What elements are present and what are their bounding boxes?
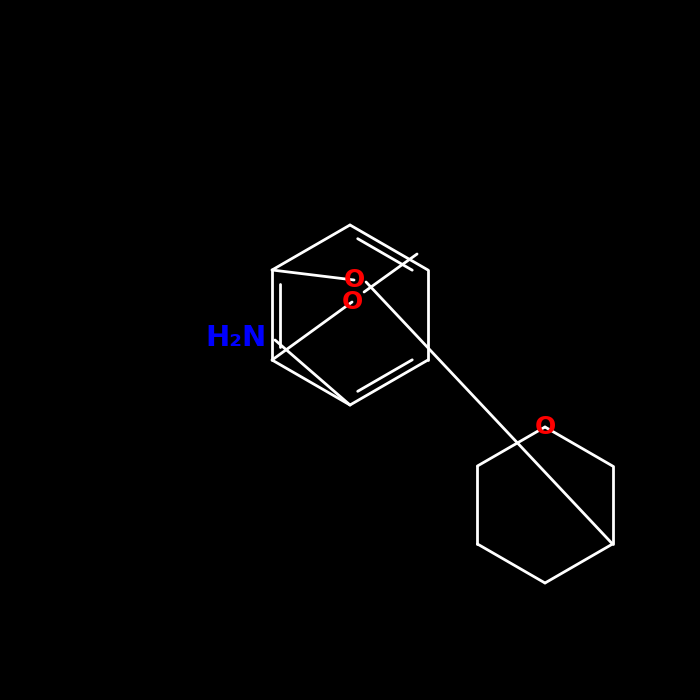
Text: O: O bbox=[342, 290, 363, 314]
Text: H₂N: H₂N bbox=[206, 324, 267, 352]
Text: O: O bbox=[344, 268, 365, 292]
Text: O: O bbox=[534, 415, 556, 439]
